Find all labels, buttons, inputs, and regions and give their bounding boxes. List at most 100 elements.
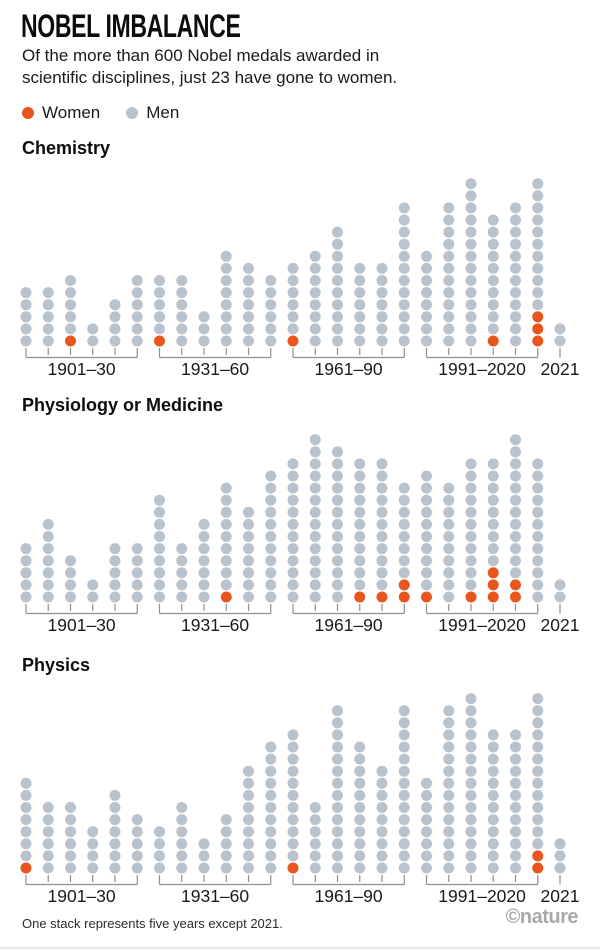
laureate-dot-man (510, 850, 521, 862)
laureate-dot-man (532, 202, 544, 214)
laureate-dot-man (42, 299, 54, 311)
laureate-dot-man (376, 579, 388, 591)
laureate-dot-man (465, 802, 477, 813)
laureate-dot-man (131, 299, 143, 311)
laureate-dot-man (154, 311, 165, 323)
laureate-dot-man (332, 802, 343, 813)
laureate-dot-man (532, 693, 544, 705)
laureate-dot-man (376, 765, 388, 777)
laureate-dot-man (443, 543, 455, 555)
laureate-dot-man (532, 567, 544, 579)
laureate-dot-man (287, 555, 299, 567)
laureate-dot-man (398, 518, 410, 530)
laureate-dot-man (287, 287, 299, 299)
laureate-dot-woman (65, 335, 76, 347)
laureate-dot-man (309, 567, 321, 579)
laureate-dot-man (220, 482, 232, 494)
laureate-dot-man (309, 458, 321, 470)
laureate-dot-man (532, 178, 544, 190)
laureate-dot-man (220, 323, 232, 335)
legend-item-men: Men (126, 103, 179, 123)
laureate-dot-man (443, 323, 455, 335)
laureate-dot-man (487, 275, 499, 286)
laureate-dot-man (20, 814, 32, 826)
laureate-dot-man (376, 506, 388, 518)
laureate-dot-man (332, 826, 343, 838)
laureate-dot-man (265, 579, 277, 591)
laureate-dot-man (65, 323, 76, 335)
laureate-dot-man (510, 518, 521, 530)
laureate-dot-man (510, 482, 521, 494)
laureate-dot-man (354, 555, 366, 567)
laureate-dot-man (309, 275, 321, 286)
laureate-dot-man (243, 323, 254, 335)
laureate-dot-man (510, 214, 521, 226)
laureate-dot-man (376, 777, 388, 789)
laureate-dot-man (87, 850, 99, 862)
laureate-dot-man (487, 311, 499, 323)
laureate-dot-man (287, 814, 299, 826)
laureate-dot-man (154, 579, 165, 591)
laureate-dot-man (109, 335, 121, 347)
x-axis-group-label: 1961–90 (315, 615, 383, 635)
laureate-dot-man (265, 862, 277, 874)
laureate-dot-man (510, 287, 521, 299)
laureate-dot-man (309, 814, 321, 826)
laureate-dot-man (42, 335, 54, 347)
laureate-dot-man (20, 838, 32, 850)
laureate-dot-man (65, 591, 76, 603)
laureate-dot-man (443, 482, 455, 494)
laureate-dot-man (421, 494, 432, 506)
x-axis-group-label: 2021 (541, 615, 580, 635)
laureate-dot-man (154, 299, 165, 311)
laureate-dot-man (243, 335, 254, 347)
laureate-dot-man (443, 579, 455, 591)
laureate-dot-man (332, 543, 343, 555)
laureate-dot-man (421, 299, 432, 311)
laureate-dot-man (243, 506, 254, 518)
laureate-dot-man (354, 482, 366, 494)
laureate-dot-man (332, 814, 343, 826)
x-axis-group-label: 1991–2020 (438, 886, 526, 906)
laureate-dot-man (154, 518, 165, 530)
laureate-dot-man (332, 518, 343, 530)
laureate-dot-man (532, 458, 544, 470)
laureate-dot-man (398, 826, 410, 838)
laureate-dot-man (287, 323, 299, 335)
laureate-dot-man (398, 250, 410, 262)
laureate-dot-man (131, 543, 143, 555)
laureate-dot-man (287, 458, 299, 470)
laureate-dot-man (309, 470, 321, 482)
laureate-dot-man (265, 741, 277, 753)
laureate-dot-man (354, 518, 366, 530)
laureate-dot-man (243, 862, 254, 874)
laureate-dot-man (510, 202, 521, 214)
laureate-dot-man (354, 543, 366, 555)
laureate-dot-man (109, 567, 121, 579)
laureate-dot-man (265, 838, 277, 850)
laureate-dot-woman (510, 579, 521, 591)
laureate-dot-man (20, 335, 32, 347)
laureate-dot-man (354, 335, 366, 347)
laureate-dot-man (398, 214, 410, 226)
laureate-dot-man (398, 238, 410, 250)
laureate-dot-man (376, 482, 388, 494)
footnote: One stack represents five years except 2… (22, 916, 283, 931)
laureate-dot-man (398, 850, 410, 862)
laureate-dot-man (309, 555, 321, 567)
laureate-dot-man (265, 311, 277, 323)
laureate-dot-man (265, 518, 277, 530)
subtitle-line-1: Of the more than 600 Nobel medals awarde… (22, 46, 380, 65)
laureate-dot-man (154, 323, 165, 335)
laureate-dot-man (87, 862, 99, 874)
laureate-dot-man (443, 202, 455, 214)
laureate-dot-man (309, 262, 321, 274)
laureate-dot-man (131, 335, 143, 347)
laureate-dot-man (354, 494, 366, 506)
laureate-dot-man (443, 753, 455, 765)
laureate-dot-man (487, 518, 499, 530)
laureate-dot-man (398, 717, 410, 729)
laureate-dot-man (465, 693, 477, 705)
laureate-dot-man (354, 458, 366, 470)
